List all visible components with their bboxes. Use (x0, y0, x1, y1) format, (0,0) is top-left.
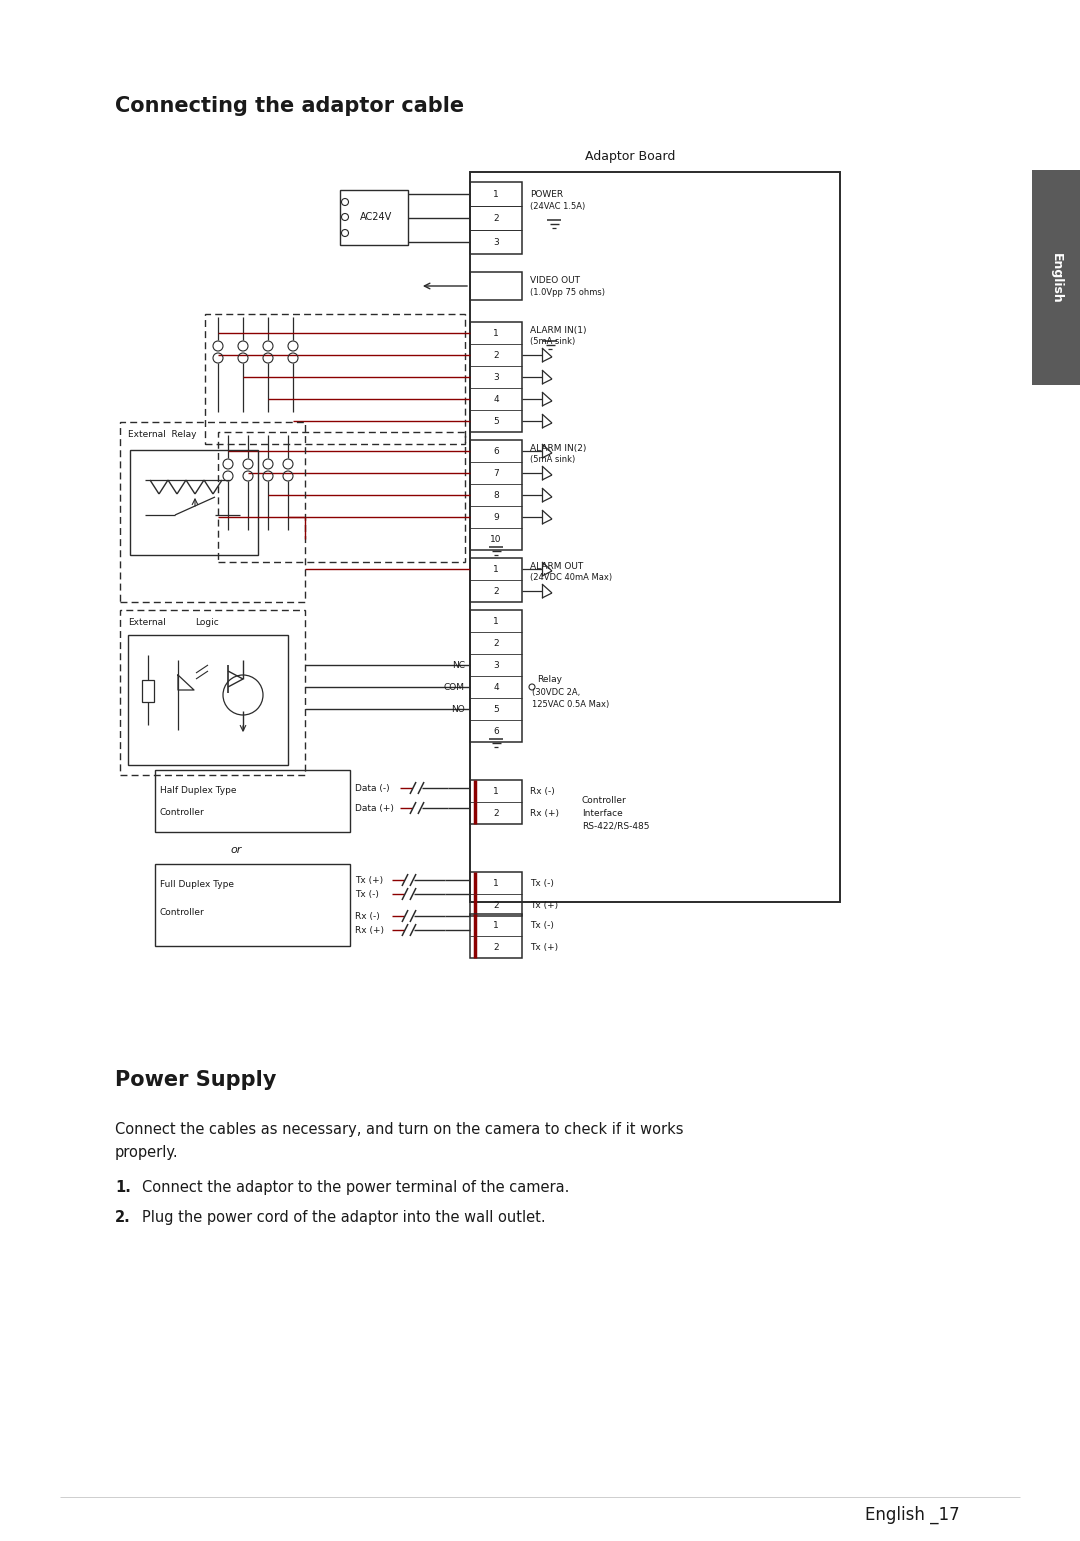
Text: Interface: Interface (582, 809, 623, 817)
Text: 2.: 2. (114, 1210, 131, 1225)
Text: 3: 3 (494, 373, 499, 382)
Text: properly.: properly. (114, 1145, 178, 1160)
Text: 1: 1 (494, 328, 499, 337)
Text: Tx (-): Tx (-) (530, 920, 554, 929)
Text: 4: 4 (494, 683, 499, 692)
Text: 125VAC 0.5A Max): 125VAC 0.5A Max) (532, 700, 609, 709)
Text: 10: 10 (490, 535, 502, 544)
Bar (470, 173, 840, 901)
Text: 1: 1 (494, 190, 499, 199)
Bar (156, 865, 350, 946)
Bar (470, 872, 522, 915)
Text: Rx (-): Rx (-) (530, 786, 555, 795)
Text: 2: 2 (494, 350, 499, 359)
Bar (470, 322, 522, 431)
Text: Tx (-): Tx (-) (355, 889, 379, 898)
Bar (205, 314, 465, 444)
Bar (141, 680, 154, 703)
Text: ALARM IN(1): ALARM IN(1) (530, 325, 586, 334)
Text: Power Supply: Power Supply (114, 1069, 276, 1089)
Text: 2: 2 (494, 900, 499, 909)
Text: Tx (+): Tx (+) (530, 943, 558, 951)
Text: ALARM OUT: ALARM OUT (530, 561, 583, 570)
Text: 1.: 1. (114, 1180, 131, 1194)
Text: or: or (230, 844, 241, 855)
Text: Tx (+): Tx (+) (530, 900, 558, 909)
Text: NC: NC (453, 661, 465, 669)
Text: NO: NO (451, 704, 465, 713)
Text: 2: 2 (494, 943, 499, 951)
Text: Plug the power cord of the adaptor into the wall outlet.: Plug the power cord of the adaptor into … (141, 1210, 545, 1225)
Text: 3: 3 (494, 237, 499, 247)
Bar (470, 558, 522, 603)
Text: 5: 5 (494, 704, 499, 713)
Text: Controller: Controller (160, 908, 205, 917)
Text: Connecting the adaptor cable: Connecting the adaptor cable (114, 96, 464, 116)
Text: 1: 1 (494, 616, 499, 626)
Text: 3: 3 (494, 661, 499, 669)
Text: Logic: Logic (195, 618, 219, 627)
Text: Controller: Controller (582, 795, 626, 804)
Text: 6: 6 (494, 726, 499, 735)
Text: Rx (-): Rx (-) (355, 911, 380, 920)
Text: 2: 2 (494, 809, 499, 817)
Text: 7: 7 (494, 468, 499, 478)
Bar (120, 610, 305, 775)
Text: Rx (+): Rx (+) (355, 926, 384, 934)
Text: Relay: Relay (537, 675, 562, 684)
Text: Connect the adaptor to the power terminal of the camera.: Connect the adaptor to the power termina… (141, 1180, 569, 1194)
Text: (5mA sink): (5mA sink) (530, 455, 576, 464)
Text: (30VDC 2A,: (30VDC 2A, (532, 687, 580, 697)
Text: (24VAC 1.5A): (24VAC 1.5A) (530, 202, 585, 211)
Bar (470, 441, 522, 550)
Text: (1.0Vpp 75 ohms): (1.0Vpp 75 ohms) (530, 288, 605, 296)
Bar (470, 610, 522, 743)
Bar (470, 273, 522, 300)
Text: 2: 2 (494, 214, 499, 222)
Bar (470, 914, 522, 959)
Bar (1032, 170, 1080, 385)
Text: External  Relay: External Relay (129, 430, 197, 439)
Bar (129, 635, 288, 764)
Text: Tx (+): Tx (+) (355, 875, 383, 885)
Text: (24VDC 40mA Max): (24VDC 40mA Max) (530, 573, 612, 581)
Text: AC24V: AC24V (360, 213, 392, 222)
Text: Connect the cables as necessary, and turn on the camera to check if it works: Connect the cables as necessary, and tur… (114, 1122, 684, 1137)
Text: English _17: English _17 (865, 1506, 960, 1524)
Text: 6: 6 (494, 447, 499, 456)
Text: 1: 1 (494, 564, 499, 573)
Text: Full Duplex Type: Full Duplex Type (160, 880, 234, 889)
Text: Rx (+): Rx (+) (530, 809, 559, 817)
Text: COM: COM (444, 683, 465, 692)
Text: Tx (-): Tx (-) (530, 878, 554, 888)
Text: Controller: Controller (160, 807, 205, 817)
Text: ALARM IN(2): ALARM IN(2) (530, 444, 586, 453)
Bar (156, 770, 350, 832)
Text: RS-422/RS-485: RS-422/RS-485 (582, 821, 649, 831)
Bar (470, 182, 522, 254)
Text: External: External (129, 618, 165, 627)
Text: Data (+): Data (+) (355, 803, 394, 812)
Text: 2: 2 (494, 638, 499, 647)
Bar (120, 422, 305, 603)
Bar (470, 780, 522, 824)
Text: Data (-): Data (-) (355, 783, 390, 792)
Text: 4: 4 (494, 394, 499, 404)
Text: 1: 1 (494, 786, 499, 795)
Text: 8: 8 (494, 490, 499, 499)
Bar (130, 450, 258, 555)
Text: English: English (1050, 253, 1063, 304)
Bar (218, 431, 465, 562)
Text: VIDEO OUT: VIDEO OUT (530, 276, 580, 285)
Text: 5: 5 (494, 416, 499, 425)
Text: Adaptor Board: Adaptor Board (584, 149, 675, 163)
Text: 1: 1 (494, 920, 499, 929)
Text: 2: 2 (494, 587, 499, 595)
Text: (5mA sink): (5mA sink) (530, 336, 576, 345)
Bar (340, 190, 408, 245)
Text: 1: 1 (494, 878, 499, 888)
Text: POWER: POWER (530, 190, 563, 199)
Text: 9: 9 (494, 513, 499, 521)
Text: Half Duplex Type: Half Duplex Type (160, 786, 237, 795)
